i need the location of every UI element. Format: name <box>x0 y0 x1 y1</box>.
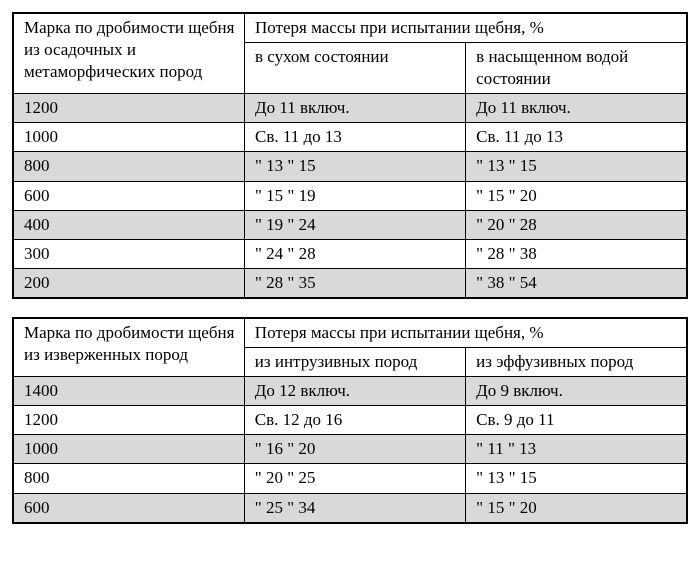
table-cell: " 16 " 20 <box>244 435 465 464</box>
table-cell: 1000 <box>13 435 244 464</box>
table-row: 600" 25 " 34" 15 " 20 <box>13 493 687 523</box>
table-cell: " 13 " 15 <box>466 464 687 493</box>
table-row: 600" 15 " 19" 15 " 20 <box>13 181 687 210</box>
table-cell: Св. 12 до 16 <box>244 406 465 435</box>
t1-sub1: в сухом состоянии <box>244 43 465 94</box>
table-cell: " 38 " 54 <box>466 268 687 298</box>
table-row: 1200Св. 12 до 16Св. 9 до 11 <box>13 406 687 435</box>
table-cell: " 15 " 20 <box>466 181 687 210</box>
table-cell: " 28 " 35 <box>244 268 465 298</box>
table-cell: " 15 " 20 <box>466 493 687 523</box>
table-cell: До 11 включ. <box>244 94 465 123</box>
table-cell: " 24 " 28 <box>244 239 465 268</box>
table-cell: " 11 " 13 <box>466 435 687 464</box>
table-row: 800" 20 " 25" 13 " 15 <box>13 464 687 493</box>
table-cell: 1000 <box>13 123 244 152</box>
t2-header-left: Марка по дробимости щебня из изверженных… <box>13 318 244 377</box>
table-row: 1000" 16 " 20" 11 " 13 <box>13 435 687 464</box>
table-row: 300" 24 " 28" 28 " 38 <box>13 239 687 268</box>
table-cell: " 13 " 15 <box>466 152 687 181</box>
table-row: 800" 13 " 15" 13 " 15 <box>13 152 687 181</box>
table-cell: " 20 " 25 <box>244 464 465 493</box>
table-cell: До 9 включ. <box>466 377 687 406</box>
table-row: 1200До 11 включ.До 11 включ. <box>13 94 687 123</box>
table-cell: 1400 <box>13 377 244 406</box>
t1-header-left: Марка по дробимости щебня из осадочных и… <box>13 13 244 94</box>
table-cell: 200 <box>13 268 244 298</box>
table-cell: До 11 включ. <box>466 94 687 123</box>
table-cell: 1200 <box>13 406 244 435</box>
table-sedimentary-metamorphic: Марка по дробимости щебня из осадочных и… <box>12 12 688 299</box>
table-cell: 600 <box>13 493 244 523</box>
table-cell: 800 <box>13 464 244 493</box>
table-cell: 300 <box>13 239 244 268</box>
t2-body: 1400До 12 включ.До 9 включ.1200Св. 12 до… <box>13 377 687 523</box>
table-cell: " 25 " 34 <box>244 493 465 523</box>
table-row: 200" 28 " 35" 38 " 54 <box>13 268 687 298</box>
table-cell: " 15 " 19 <box>244 181 465 210</box>
table-cell: " 28 " 38 <box>466 239 687 268</box>
table-cell: 1200 <box>13 94 244 123</box>
table-row: 1400До 12 включ.До 9 включ. <box>13 377 687 406</box>
t1-header-top: Потеря массы при испытании щебня, % <box>244 13 687 43</box>
table-cell: " 13 " 15 <box>244 152 465 181</box>
table-cell: 400 <box>13 210 244 239</box>
t2-sub1: из интрузивных пород <box>244 348 465 377</box>
t1-sub2: в насыщенном водой состоянии <box>466 43 687 94</box>
table-cell: Св. 11 до 13 <box>244 123 465 152</box>
table-row: 400" 19 " 24" 20 " 28 <box>13 210 687 239</box>
table-cell: 800 <box>13 152 244 181</box>
table-igneous: Марка по дробимости щебня из изверженных… <box>12 317 688 524</box>
table-cell: До 12 включ. <box>244 377 465 406</box>
table-cell: 600 <box>13 181 244 210</box>
table-cell: Св. 9 до 11 <box>466 406 687 435</box>
table-cell: Св. 11 до 13 <box>466 123 687 152</box>
table-cell: " 20 " 28 <box>466 210 687 239</box>
t2-sub2: из эффузивных пород <box>466 348 687 377</box>
table-cell: " 19 " 24 <box>244 210 465 239</box>
table-row: 1000Св. 11 до 13Св. 11 до 13 <box>13 123 687 152</box>
t1-body: 1200До 11 включ.До 11 включ.1000Св. 11 д… <box>13 94 687 298</box>
t2-header-top: Потеря массы при испытании щебня, % <box>244 318 687 348</box>
